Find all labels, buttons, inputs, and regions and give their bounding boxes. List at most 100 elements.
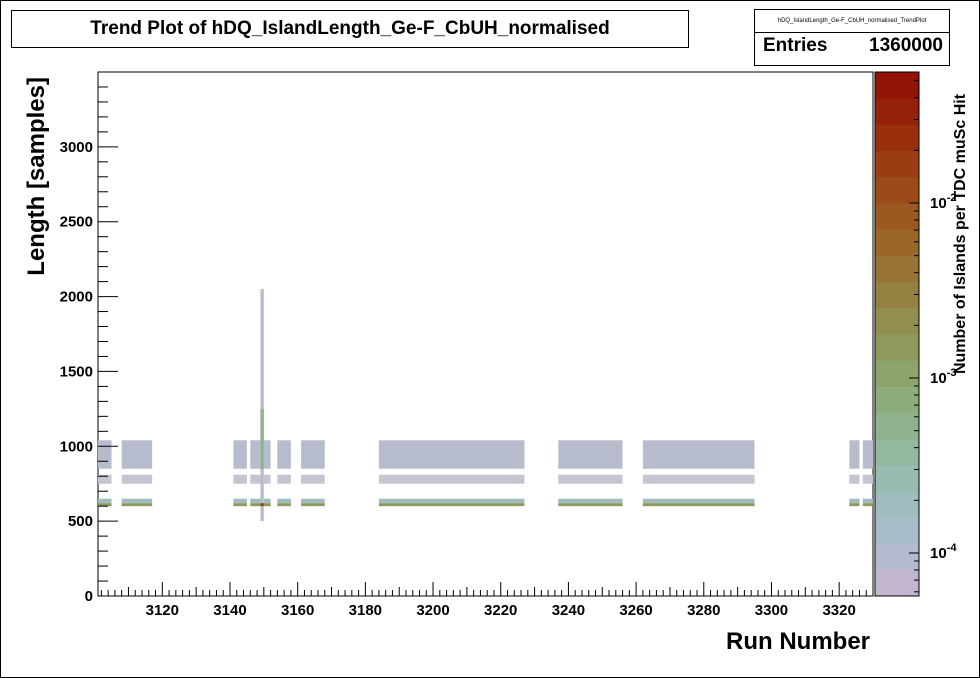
palette-swatch <box>875 517 919 545</box>
heatmap-cell <box>277 440 291 469</box>
heatmap-cell <box>263 498 271 504</box>
y-tick-label: 2000 <box>60 289 93 306</box>
heatmap-cell <box>849 498 860 504</box>
heatmap-cell <box>260 408 264 469</box>
heatmap-cell <box>642 503 755 507</box>
heatmap-cell <box>849 503 860 507</box>
heatmap-cell <box>121 498 153 504</box>
x-tick-label: 3260 <box>619 602 652 619</box>
heatmap-cell <box>233 498 247 504</box>
heatmap-cell <box>378 498 525 504</box>
heatmap-cell <box>98 474 112 484</box>
heatmap-cell <box>301 503 325 507</box>
y-tick-label: 500 <box>68 513 93 530</box>
x-tick-label: 3280 <box>687 602 720 619</box>
palette-swatch <box>875 150 919 178</box>
palette-swatch <box>875 491 919 518</box>
palette-swatch <box>875 334 919 361</box>
heatmap-cell <box>378 474 525 484</box>
palette-swatch <box>875 569 919 597</box>
heatmap-cell <box>558 474 623 484</box>
axis-layer: 3120 3140 3160 3180 3200 3220 3240 3260 3280 3300… <box>60 86 874 619</box>
plot-frame-layer <box>97 71 874 597</box>
heatmap-cell <box>558 498 623 504</box>
heatmap-cell <box>250 498 261 504</box>
stats-entries-label: Entries <box>763 35 828 56</box>
y-tick-label: 3000 <box>60 139 93 156</box>
palette-swatch <box>875 438 919 466</box>
heatmap-cell <box>849 440 860 469</box>
heatmap-cell <box>260 289 264 522</box>
palette-swatch <box>875 465 919 492</box>
heatmap-cell <box>260 503 264 507</box>
palette-swatch <box>875 176 919 204</box>
heatmap-cell <box>277 474 291 484</box>
heatmap-cell <box>250 503 261 507</box>
palette-swatch <box>875 255 919 283</box>
heatmap-cell <box>263 503 271 507</box>
heatmap-cell <box>98 440 112 469</box>
heatmap-cell <box>121 474 153 484</box>
x-tick-label: 3220 <box>484 602 517 619</box>
y-axis-label: Length [samples] <box>23 77 50 276</box>
y-tick-label: 1000 <box>60 438 93 455</box>
palette-frame <box>874 71 920 597</box>
stats-entries-value: 1360000 <box>869 35 943 56</box>
heatmap-cell <box>233 440 247 469</box>
heatmap-cell <box>642 440 755 469</box>
heatmap-cell <box>642 474 755 484</box>
palette-swatch <box>875 203 919 230</box>
heatmap-cell <box>250 474 261 484</box>
palette-swatch <box>875 360 919 387</box>
heatmap-cell <box>862 440 873 469</box>
z-tick-label: 10-4 <box>930 542 957 562</box>
palette-swatch <box>875 72 919 99</box>
x-tick-label: 3120 <box>146 602 179 619</box>
x-tick-label: 3180 <box>349 602 382 619</box>
plot-frame <box>97 71 874 597</box>
heatmap-cell <box>301 498 325 504</box>
heatmap-cell <box>277 503 291 507</box>
z-tick-label: 10-2 <box>930 192 956 212</box>
stats-entries-row: Entries 1360000 <box>755 33 949 57</box>
heatmap-cell <box>862 503 873 507</box>
x-axis-label: Run Number <box>726 628 870 655</box>
heatmap-cell <box>263 440 271 469</box>
heatmap-cell <box>378 503 525 507</box>
z-axis-label: Number of Islands per TDC muSc Hit <box>952 93 969 374</box>
heatmap-cell <box>558 503 623 507</box>
palette-swatch <box>875 543 919 571</box>
palette-swatch <box>875 281 919 309</box>
stats-histogram-name: hDQ_IslandLength_Ge-F_CbUH_normalised_Tr… <box>755 10 949 33</box>
y-tick-label: 1500 <box>60 363 93 380</box>
x-tick-label: 3320 <box>822 602 855 619</box>
chart-title: Trend Plot of hDQ_IslandLength_Ge-F_CbUH… <box>90 18 610 39</box>
x-tick-label: 3140 <box>213 602 246 619</box>
heatmap-cell <box>98 503 112 507</box>
heatmap-cell <box>849 474 860 484</box>
heatmap-cell <box>862 474 873 484</box>
x-tick-label: 3200 <box>416 602 449 619</box>
heatmap-cell <box>98 498 112 504</box>
heatmap-cell <box>301 440 325 469</box>
heatmap-cell <box>250 440 261 469</box>
y-tick-label: 2500 <box>60 214 93 231</box>
heatmap-cell <box>378 440 525 469</box>
heatmap-cell <box>121 440 153 469</box>
palette-swatch <box>875 124 919 152</box>
heatmap-cell <box>642 498 755 504</box>
x-tick-label: 3160 <box>281 602 314 619</box>
heatmap-cell <box>263 474 271 484</box>
palette-swatch <box>875 229 919 256</box>
heatmap-cell <box>558 440 623 469</box>
heatmap-cell <box>233 503 247 507</box>
heatmap-cell <box>862 498 873 504</box>
palette-swatch <box>875 98 919 125</box>
chart-title-box: Trend Plot of hDQ_IslandLength_Ge-F_CbUH… <box>11 10 689 48</box>
x-tick-label: 3300 <box>755 602 788 619</box>
palette-swatch <box>875 412 919 440</box>
heatmap-cell <box>277 498 291 504</box>
heatmap-cell <box>301 474 325 484</box>
x-tick-label: 3240 <box>552 602 585 619</box>
